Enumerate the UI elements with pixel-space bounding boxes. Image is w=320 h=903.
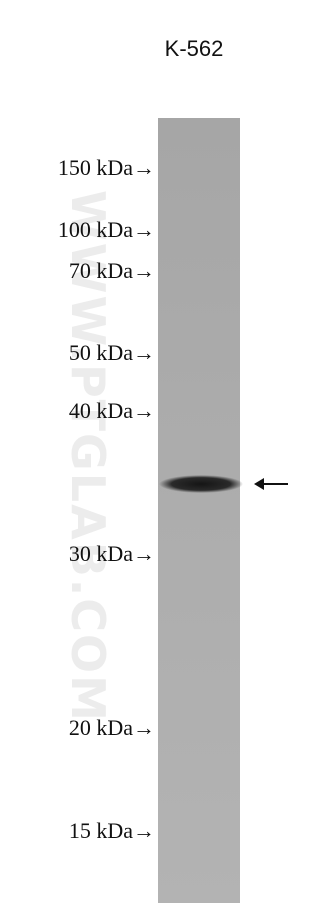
marker-label: 70 kDa→ bbox=[69, 258, 155, 283]
watermark: WWW.PTGLAB.COM bbox=[61, 190, 115, 723]
protein-band bbox=[159, 475, 243, 493]
arrow-head bbox=[254, 478, 264, 490]
marker-label: 150 kDa→ bbox=[58, 155, 155, 180]
marker-label: 30 kDa→ bbox=[69, 541, 155, 566]
marker-label: 15 kDa→ bbox=[69, 818, 155, 843]
gel-lane bbox=[158, 118, 240, 903]
blot-figure: WWW.PTGLAB.COM K-562 150 kDa→ 100 kDa→ 70 … bbox=[58, 36, 288, 903]
marker-label: 50 kDa→ bbox=[69, 340, 155, 365]
lane-label: K-562 bbox=[165, 36, 224, 61]
marker-label: 100 kDa→ bbox=[58, 217, 155, 242]
marker-label: 40 kDa→ bbox=[69, 398, 155, 423]
page: {"lane_label": "K-562", "markers": ["150… bbox=[57, 36, 288, 903]
band-arrow bbox=[254, 478, 288, 490]
marker-label: 20 kDa→ bbox=[69, 715, 155, 740]
